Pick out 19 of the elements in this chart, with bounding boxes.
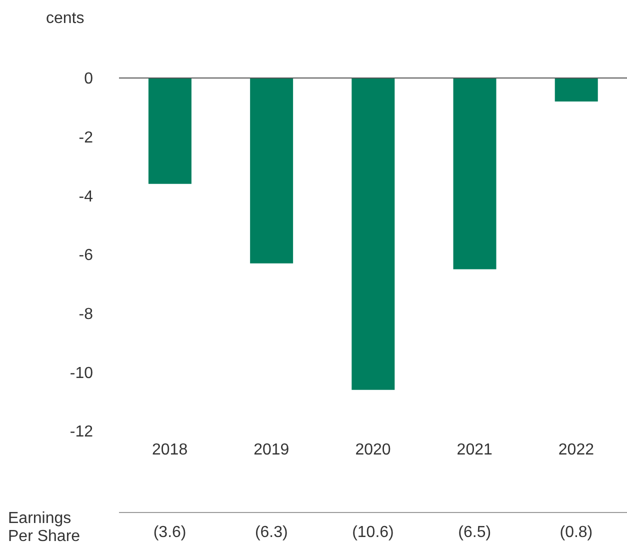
data-label: (10.6) xyxy=(351,524,395,542)
data-label: (3.6) xyxy=(152,524,188,542)
y-tick-label: -8 xyxy=(78,306,94,324)
x-tick-label: 2022 xyxy=(558,441,594,458)
y-axis-title: cents xyxy=(46,10,84,28)
text: Earnings Per Share xyxy=(8,510,82,546)
x-tick-label: 2020 xyxy=(355,441,391,458)
x-tick-label: 2019 xyxy=(254,441,290,458)
data-label: (6.3) xyxy=(254,524,289,542)
data-label: (6.5) xyxy=(457,524,492,542)
x-tick-label: 2018 xyxy=(152,441,188,458)
y-tick-label: -2 xyxy=(78,130,94,147)
y-tick-label: -6 xyxy=(78,247,94,264)
y-tick-label: -12 xyxy=(70,424,94,441)
y-tick-label: -4 xyxy=(78,188,94,206)
data-label: (0.8) xyxy=(558,524,594,542)
y-tick-label: 0 xyxy=(84,70,94,88)
y-tick-label: -10 xyxy=(70,364,94,382)
x-tick-label: 2021 xyxy=(456,441,492,458)
